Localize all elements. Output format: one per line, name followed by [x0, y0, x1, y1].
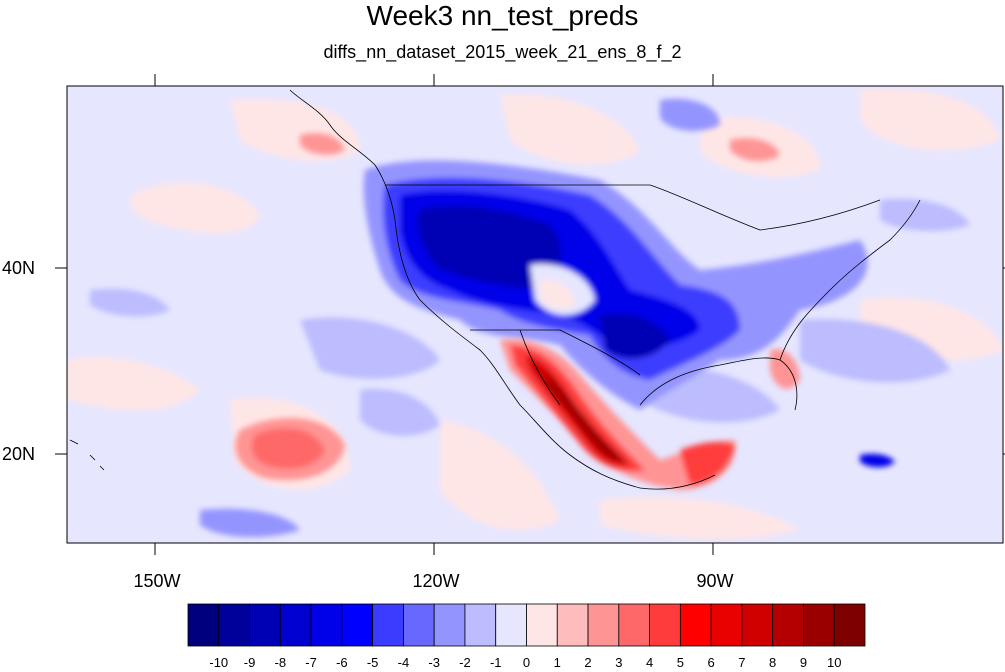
colorbar-tick-label: -4 — [397, 655, 410, 670]
colorbar-swatch — [618, 603, 650, 647]
colorbar-swatch — [833, 603, 866, 647]
negative-anomaly-patches — [90, 98, 970, 537]
colorbar-swatch — [556, 603, 589, 647]
lon-label-150w: 150W — [133, 571, 181, 591]
colorbar-swatch — [341, 603, 374, 647]
anomaly-field — [67, 86, 1003, 543]
colorbar-tick-label: -8 — [274, 655, 287, 670]
colorbar-tick-label: 8 — [769, 655, 777, 670]
colorbar-tick-label: -2 — [459, 655, 471, 670]
colorbar-swatch — [279, 603, 312, 647]
colorbar-tick-label: 9 — [799, 655, 808, 670]
colorbar-swatch — [218, 603, 250, 647]
colorbar-tick-label: -3 — [428, 655, 440, 670]
colorbar-swatch — [741, 603, 774, 647]
colorbar-swatch — [803, 603, 835, 647]
colorbar-swatch — [495, 603, 527, 647]
colorbar-tick-label: 0 — [522, 655, 531, 670]
hawaii-positive-anomaly — [235, 418, 345, 481]
mexico-positive-anomaly — [500, 339, 736, 490]
colorbar-swatch — [772, 603, 804, 647]
colorbar-swatch — [433, 603, 466, 647]
colorbar-swatch — [649, 603, 681, 647]
plot-frame — [66, 85, 1004, 544]
colorbar-tick-label: 10 — [826, 655, 842, 670]
map-title: Week3 nn_test_preds — [366, 0, 639, 31]
colorbar-swatch — [187, 603, 220, 647]
lon-label-90w: 90W — [696, 571, 734, 591]
axis-ticks — [55, 74, 1005, 555]
colorbar-tick-label: -6 — [336, 655, 348, 670]
colorbar-swatch — [249, 603, 281, 647]
us-negative-anomaly — [363, 160, 868, 410]
colorbar-swatch — [464, 603, 497, 647]
colorbar-tick-label: -9 — [243, 655, 256, 670]
colorbar-tick-label: 3 — [615, 655, 623, 670]
colorbar-tick-label: 5 — [676, 655, 684, 670]
map-subtitle: diffs_nn_dataset_2015_week_21_ens_8_f_2 — [323, 42, 682, 62]
small-features — [300, 133, 895, 468]
colorbar-tick-label: 1 — [553, 655, 561, 670]
colorbar-swatch — [679, 603, 712, 647]
colorbar-swatch — [587, 603, 620, 647]
colorbar — [187, 603, 866, 647]
colorbar-swatch — [526, 603, 558, 647]
colorbar-tick-label: 2 — [584, 655, 592, 670]
colorbar-swatch — [710, 603, 743, 647]
colorbar-tick-label: 6 — [707, 655, 715, 670]
colorbar-tick-label: 4 — [645, 655, 654, 670]
colorbar-tick-label: -10 — [209, 655, 229, 670]
colorbar-swatch — [372, 603, 404, 647]
lon-label-120w: 120W — [412, 571, 460, 591]
colorbar-tick-label: -1 — [489, 655, 502, 670]
colorbar-tick-label: -7 — [305, 655, 317, 670]
colorbar-swatch — [403, 603, 435, 647]
colorbar-tick-label: -5 — [366, 655, 379, 670]
colorbar-tick-label: 7 — [738, 655, 746, 670]
coastlines — [69, 89, 921, 490]
lat-label-40n: 40N — [2, 258, 36, 278]
colorbar-swatch — [310, 603, 343, 647]
lat-label-20n: 20N — [2, 444, 36, 464]
